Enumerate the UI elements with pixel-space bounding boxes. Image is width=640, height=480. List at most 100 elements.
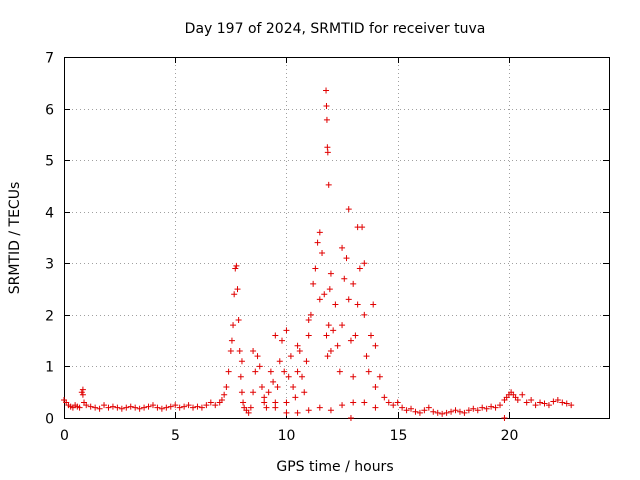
data-point bbox=[76, 404, 83, 411]
data-point bbox=[265, 389, 272, 396]
data-point bbox=[327, 270, 334, 277]
data-point bbox=[434, 409, 441, 416]
data-point bbox=[554, 396, 561, 403]
data-point bbox=[283, 327, 290, 334]
data-point bbox=[203, 402, 210, 409]
points-layer bbox=[61, 87, 575, 421]
x-tick-label: 0 bbox=[60, 428, 69, 444]
data-point bbox=[261, 394, 268, 401]
data-point bbox=[292, 394, 299, 401]
data-point bbox=[314, 239, 321, 246]
data-point bbox=[323, 102, 330, 109]
data-point bbox=[319, 249, 326, 256]
data-point bbox=[325, 181, 332, 188]
data-point bbox=[158, 405, 165, 412]
data-point bbox=[276, 358, 283, 365]
data-point bbox=[283, 399, 290, 406]
data-point bbox=[323, 332, 330, 339]
data-point bbox=[363, 353, 370, 360]
data-point bbox=[272, 399, 279, 406]
data-point bbox=[283, 409, 290, 416]
data-point bbox=[519, 391, 526, 398]
data-point bbox=[361, 399, 368, 406]
data-point bbox=[347, 415, 354, 421]
data-point bbox=[356, 265, 363, 272]
data-point bbox=[290, 384, 297, 391]
data-point bbox=[79, 391, 86, 398]
data-point bbox=[352, 332, 359, 339]
data-point bbox=[83, 402, 90, 409]
data-point bbox=[279, 337, 285, 344]
data-point bbox=[372, 384, 379, 391]
data-point bbox=[324, 353, 331, 360]
data-point bbox=[568, 402, 575, 409]
data-point bbox=[272, 332, 279, 339]
data-point bbox=[149, 402, 156, 409]
data-point bbox=[339, 322, 346, 329]
data-point bbox=[237, 373, 244, 380]
data-point bbox=[537, 399, 544, 406]
data-point bbox=[563, 400, 570, 407]
data-point bbox=[252, 368, 259, 375]
data-point bbox=[303, 358, 310, 365]
plot-frame bbox=[64, 57, 610, 419]
data-point bbox=[514, 396, 521, 403]
data-point bbox=[550, 398, 557, 405]
data-point bbox=[354, 301, 361, 308]
data-point bbox=[448, 408, 455, 415]
grid-layer bbox=[64, 57, 609, 418]
x-tick-label: 20 bbox=[501, 428, 519, 444]
data-point bbox=[452, 407, 459, 414]
data-point bbox=[330, 327, 337, 334]
data-point bbox=[256, 363, 263, 370]
data-point bbox=[343, 255, 350, 262]
data-point bbox=[439, 410, 446, 417]
data-point bbox=[250, 347, 257, 354]
data-point bbox=[443, 409, 450, 416]
data-point bbox=[350, 373, 357, 380]
data-point bbox=[532, 402, 539, 409]
data-point bbox=[87, 403, 94, 410]
data-point bbox=[497, 402, 503, 409]
data-point bbox=[376, 373, 383, 380]
data-point bbox=[123, 404, 130, 411]
data-point bbox=[141, 404, 148, 411]
data-point bbox=[425, 404, 432, 411]
data-point bbox=[136, 405, 143, 412]
data-point bbox=[281, 368, 288, 375]
data-point bbox=[78, 389, 85, 396]
data-point bbox=[305, 407, 312, 414]
data-point bbox=[339, 244, 346, 251]
data-point bbox=[263, 404, 270, 411]
data-point bbox=[367, 332, 374, 339]
data-point bbox=[488, 403, 495, 410]
data-point bbox=[324, 144, 331, 151]
data-point bbox=[154, 404, 161, 411]
data-point bbox=[145, 403, 152, 410]
data-point bbox=[492, 404, 499, 411]
data-point bbox=[261, 399, 268, 406]
tick-layer: 0 5 10 15 20 0 1 2 3 4 5 6 7 bbox=[45, 51, 609, 444]
data-point bbox=[323, 87, 330, 94]
data-point bbox=[416, 409, 423, 416]
data-point bbox=[327, 407, 334, 414]
data-point bbox=[198, 404, 205, 411]
x-tick-label: 5 bbox=[171, 428, 180, 444]
data-point bbox=[181, 403, 188, 410]
data-point bbox=[250, 389, 257, 396]
data-point bbox=[240, 399, 247, 406]
data-point bbox=[350, 280, 357, 287]
data-point bbox=[479, 404, 486, 411]
data-point bbox=[465, 407, 472, 414]
data-point bbox=[336, 368, 343, 375]
data-point bbox=[456, 408, 463, 415]
data-point bbox=[227, 347, 234, 354]
data-point bbox=[305, 317, 312, 324]
data-point bbox=[247, 404, 254, 411]
data-point bbox=[294, 368, 301, 375]
data-point bbox=[345, 206, 352, 213]
data-point bbox=[323, 116, 330, 123]
y-tick-label: 1 bbox=[45, 360, 54, 376]
data-point bbox=[483, 405, 490, 412]
